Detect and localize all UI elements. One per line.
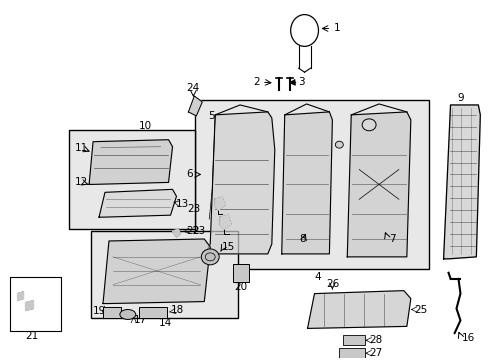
Text: 4: 4 [313, 272, 320, 282]
Text: 15: 15 [222, 242, 235, 252]
Polygon shape [25, 301, 34, 310]
Text: 26: 26 [325, 279, 338, 289]
Bar [139, 306, 166, 319]
Polygon shape [188, 96, 202, 116]
Bar [69, 130, 195, 229]
Text: 10: 10 [139, 121, 152, 131]
Text: 7: 7 [388, 234, 395, 244]
Polygon shape [281, 112, 332, 254]
Text: 17: 17 [134, 315, 147, 325]
Bar [103, 306, 121, 319]
Text: 3: 3 [298, 77, 305, 87]
Polygon shape [346, 112, 410, 257]
Bar [195, 100, 428, 269]
Text: 12: 12 [75, 177, 88, 188]
Bar [10, 277, 61, 331]
Text: 13: 13 [175, 199, 188, 209]
Bar [233, 264, 248, 282]
Text: 16: 16 [461, 333, 474, 343]
Text: 11: 11 [75, 143, 88, 153]
Polygon shape [103, 239, 210, 303]
Text: 8: 8 [299, 234, 305, 244]
Ellipse shape [120, 310, 136, 319]
Text: 23: 23 [192, 226, 205, 236]
Text: 1: 1 [333, 23, 339, 33]
Text: 27: 27 [368, 348, 382, 358]
Text: 23: 23 [187, 204, 200, 214]
Polygon shape [215, 197, 224, 210]
Text: 18: 18 [170, 306, 183, 315]
Text: 19: 19 [93, 306, 106, 316]
Polygon shape [307, 291, 410, 328]
Text: 5: 5 [208, 111, 214, 121]
Bar [91, 231, 238, 319]
Ellipse shape [201, 249, 219, 265]
Ellipse shape [362, 119, 375, 131]
Bar [339, 348, 365, 358]
Polygon shape [89, 140, 172, 184]
Text: 14: 14 [159, 318, 172, 328]
Polygon shape [172, 229, 180, 237]
Text: 22: 22 [186, 226, 199, 236]
Polygon shape [443, 105, 479, 259]
Ellipse shape [335, 141, 343, 148]
Polygon shape [99, 189, 176, 217]
Text: 6: 6 [186, 170, 193, 180]
Text: 21: 21 [25, 331, 38, 341]
Text: 20: 20 [234, 282, 247, 292]
Text: 9: 9 [456, 93, 463, 103]
Polygon shape [205, 112, 274, 254]
Polygon shape [220, 215, 231, 229]
Text: 25: 25 [413, 305, 426, 315]
Bar [343, 335, 365, 345]
Polygon shape [18, 292, 23, 301]
Text: 28: 28 [368, 335, 382, 345]
Text: 2: 2 [252, 77, 259, 87]
Text: 24: 24 [186, 83, 200, 93]
